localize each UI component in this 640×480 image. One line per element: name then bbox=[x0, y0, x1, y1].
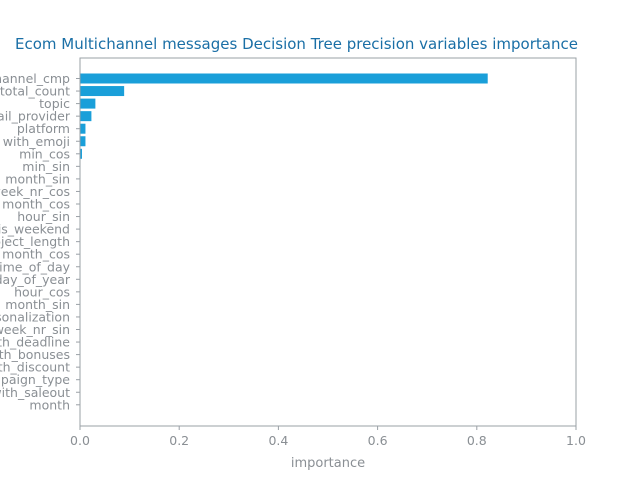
bar-0 bbox=[80, 73, 488, 84]
y-tick-label: month_cos bbox=[2, 197, 70, 212]
y-tick-label: channel_cmp bbox=[0, 71, 70, 86]
x-tick-label: 0.8 bbox=[467, 433, 487, 448]
y-tick-label: total_count bbox=[0, 84, 70, 99]
x-tick-label: 0.2 bbox=[169, 433, 189, 448]
y-tick-label: week_nr_sin bbox=[0, 322, 70, 337]
y-tick-label: hour_cos bbox=[14, 284, 70, 299]
y-tick-label: platform bbox=[17, 121, 70, 136]
chart-title: Ecom Multichannel messages Decision Tree… bbox=[15, 35, 578, 53]
bar-4 bbox=[80, 123, 86, 134]
x-tick-label: 0.0 bbox=[70, 433, 90, 448]
y-tick-label: with_deadline bbox=[0, 335, 70, 350]
y-tick-label: min_sin bbox=[22, 159, 70, 174]
y-tick-label: day_of_year bbox=[0, 272, 71, 287]
y-tick-label: campaign_type bbox=[0, 372, 70, 387]
y-tick-label: hour_sin bbox=[17, 209, 70, 224]
y-tick-label: month_cos bbox=[2, 247, 70, 262]
y-tick-label: month_sin bbox=[5, 171, 70, 186]
x-tick-label: 0.6 bbox=[368, 433, 388, 448]
y-tick-label: min_cos bbox=[19, 146, 70, 161]
y-tick-label: month_sin bbox=[5, 297, 70, 312]
bar-2 bbox=[80, 98, 96, 109]
bar-3 bbox=[80, 111, 92, 122]
x-tick-label: 1.0 bbox=[566, 433, 586, 448]
y-tick-label: personalization bbox=[0, 309, 70, 324]
y-tick-labels: channel_cmptotal_counttopicmail_provider… bbox=[0, 71, 80, 412]
y-tick-label: with_bonuses bbox=[0, 347, 70, 362]
bar-6 bbox=[80, 148, 82, 159]
y-tick-label: time_of_day bbox=[0, 259, 71, 274]
x-tick-label: 0.4 bbox=[268, 433, 288, 448]
bar-5 bbox=[80, 136, 86, 147]
x-axis-label: importance bbox=[291, 456, 365, 471]
y-tick-label: with_saleout bbox=[0, 385, 70, 400]
y-tick-label: topic bbox=[39, 96, 70, 111]
x-ticks: 0.0 0.2 0.4 0.6 0.8 1.0 bbox=[70, 426, 586, 448]
plot-frame bbox=[79, 57, 577, 427]
y-tick-label: is_weekend bbox=[0, 222, 70, 237]
y-tick-label: subject_length bbox=[0, 234, 70, 249]
y-tick-label: with_discount bbox=[0, 360, 70, 375]
y-tick-label: mail_provider bbox=[0, 109, 71, 124]
bars-group bbox=[80, 73, 488, 159]
bar-1 bbox=[80, 86, 125, 97]
y-tick-label: week_nr_cos bbox=[0, 184, 70, 199]
y-tick-label: month bbox=[29, 397, 70, 412]
y-tick-label: with_emoji bbox=[3, 134, 70, 149]
